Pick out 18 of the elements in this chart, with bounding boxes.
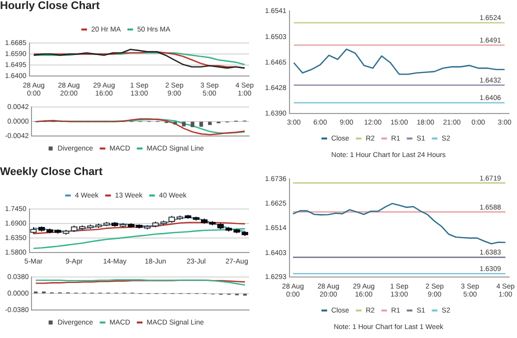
candlestick: [62, 229, 70, 236]
candlestick: [233, 228, 240, 234]
candlestick: [225, 226, 232, 232]
candlestick: [217, 222, 224, 230]
candlestick: [70, 225, 78, 232]
candlestick: [168, 215, 176, 224]
candlestick: [111, 221, 118, 228]
candlestick: [78, 224, 86, 230]
candlestick: [30, 226, 37, 234]
chart-title: Weekly Close Chart: [0, 166, 104, 180]
candlestick: [128, 222, 134, 228]
candlestick: [120, 222, 126, 228]
candlestick: [103, 221, 110, 227]
candlestick: [192, 216, 200, 222]
candlestick: [95, 223, 102, 229]
candlestick: [200, 218, 208, 224]
candlestick: [152, 221, 159, 228]
chart-title: Hourly Close Chart: [0, 0, 101, 14]
